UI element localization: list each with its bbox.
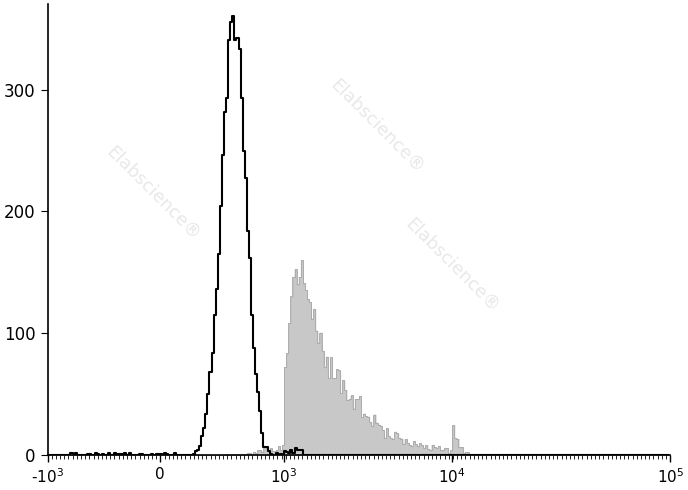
Text: Elabscience®: Elabscience® [327, 75, 428, 176]
Text: Elabscience®: Elabscience® [103, 143, 204, 244]
Text: Elabscience®: Elabscience® [402, 215, 503, 317]
